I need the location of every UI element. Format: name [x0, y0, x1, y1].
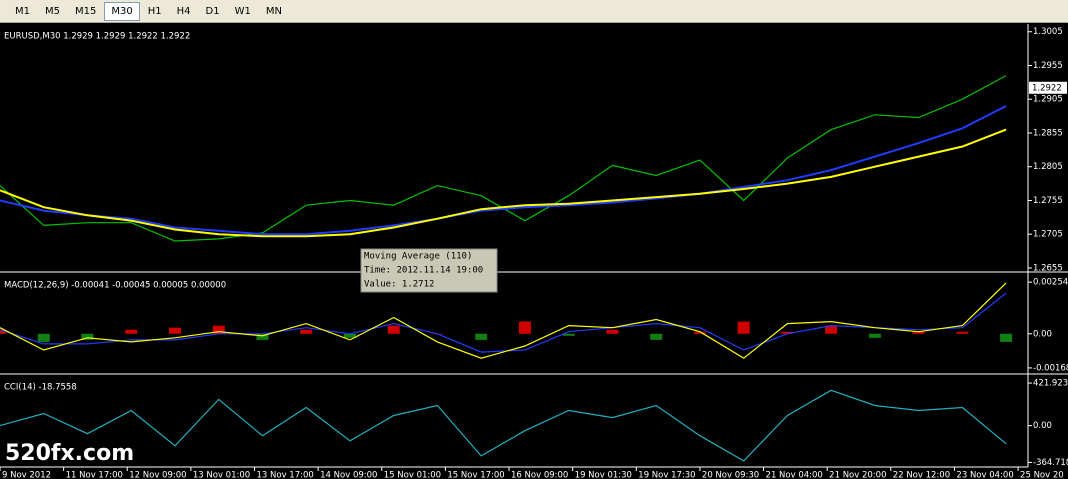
- tooltip-line: Moving Average (110): [364, 252, 472, 262]
- x-tick-label: 15 Nov 17:00: [447, 471, 504, 479]
- y-tick-label: 1.2705: [1033, 230, 1063, 240]
- histogram-bar: [37, 333, 50, 342]
- y-tick-label: -0.00168: [1033, 363, 1068, 373]
- indicator-label: CCI(14) -18.7558: [4, 383, 77, 393]
- indicator-label: EURUSD,M30 1.2929 1.2929 1.2922 1.2922: [4, 32, 190, 42]
- timeframe-button[interactable]: W1: [234, 5, 251, 17]
- histogram-bar: [781, 331, 794, 334]
- histogram-bar: [125, 329, 138, 334]
- last-price-box: [1029, 81, 1067, 94]
- histogram-bar: [256, 333, 269, 340]
- series-line: [0, 282, 1007, 359]
- y-tick-label: 1.2955: [1033, 61, 1063, 71]
- watermark: 520fx.com: [5, 441, 134, 466]
- y-tick-label: 0.00: [1033, 329, 1052, 339]
- histogram-bar: [562, 333, 575, 336]
- y-tick-label: 1.2855: [1033, 128, 1063, 138]
- indicator-label: MACD(12,26,9) -0.00041 -0.00045 0.00005 …: [4, 281, 226, 291]
- y-tick-label: 1.3005: [1033, 27, 1063, 37]
- y-tick-label: 1.2655: [1033, 263, 1063, 273]
- histogram-bar: [343, 333, 356, 338]
- x-tick-label: 21 Nov 20:00: [829, 471, 886, 479]
- x-tick-label: 16 Nov 09:00: [511, 471, 568, 479]
- y-tick-label: 0.00254: [1033, 278, 1068, 288]
- y-tick-label: 421.9231: [1033, 379, 1068, 389]
- histogram-bar: [737, 321, 750, 334]
- x-tick-label: 19 Nov 01:30: [575, 471, 632, 479]
- tooltip-line: Time: 2012.11.14 19:00: [364, 266, 483, 276]
- histogram-bar: [868, 333, 881, 338]
- histogram-bar: [81, 333, 94, 340]
- series-line: [0, 292, 1007, 353]
- x-tick-label: 13 Nov 17:00: [257, 471, 314, 479]
- x-tick-label: 12 Nov 09:00: [129, 471, 186, 479]
- chart-window: EURUSD,M30 1.2929 1.2929 1.2922 1.2922 1.…: [0, 24, 1068, 479]
- y-tick-label: 1.2755: [1033, 196, 1063, 206]
- histogram-bar: [168, 327, 181, 334]
- x-tick-label: 13 Nov 01:00: [193, 471, 250, 479]
- histogram-bar: [475, 333, 488, 340]
- timeframe-button[interactable]: D1: [205, 5, 220, 17]
- tooltip-line: Value: 1.2712: [364, 280, 434, 290]
- x-tick-label: 9 Nov 2012: [2, 471, 51, 479]
- histogram-bar: [387, 325, 400, 334]
- x-tick-label: 15 Nov 01:00: [384, 471, 441, 479]
- histogram-bar: [825, 325, 838, 334]
- timeframe-button[interactable]: M15: [75, 5, 97, 17]
- y-tick-label: -364.718: [1033, 458, 1068, 468]
- histogram-bar: [912, 331, 925, 334]
- background: [0, 24, 1068, 479]
- y-tick-label: 0.00: [1033, 421, 1052, 431]
- histogram-bar: [606, 329, 619, 334]
- histogram-bar: [212, 325, 225, 334]
- histogram-bar: [300, 329, 313, 334]
- series-line: [0, 128, 1007, 238]
- timeframe-button[interactable]: M5: [45, 5, 60, 17]
- timeframe-button[interactable]: M30: [104, 1, 140, 21]
- histogram-bar: [0, 329, 6, 334]
- x-tick-label: 14 Nov 09:00: [320, 471, 377, 479]
- x-tick-label: 21 Nov 04:00: [766, 471, 823, 479]
- histogram-bar: [956, 331, 969, 334]
- histogram-bar: [650, 333, 663, 340]
- series-line: [0, 389, 1007, 462]
- timeframe-button[interactable]: H1: [147, 5, 162, 17]
- histogram-bar: [693, 331, 706, 334]
- timeframe-button[interactable]: H4: [176, 5, 191, 17]
- timeframe-button[interactable]: M1: [15, 5, 30, 17]
- x-tick-label: 11 Nov 17:00: [66, 471, 123, 479]
- x-tick-label: 22 Nov 12:00: [893, 471, 950, 479]
- x-tick-label: 23 Nov 04:00: [956, 471, 1013, 479]
- y-tick-label: 1.2805: [1033, 162, 1063, 172]
- y-tick-label: 1.2905: [1033, 95, 1063, 105]
- x-tick-label: 19 Nov 17:30: [638, 471, 695, 479]
- last-price-label: 1.2922: [1032, 83, 1062, 93]
- histogram-bar: [518, 321, 531, 334]
- tooltip-box: [360, 248, 498, 293]
- tooltip: Moving Average (110) Time: 2012.11.14 19:…: [360, 248, 498, 293]
- timeframe-toolbar: M1 M5 M15 M30 H1 H4 D1 W1 MN: [0, 0, 1068, 23]
- timeframe-button[interactable]: MN: [265, 5, 282, 17]
- histogram-bar: [1000, 333, 1013, 342]
- x-tick-label: 20 Nov 09:30: [702, 471, 759, 479]
- x-tick-label: 25 Nov 20: [1020, 471, 1064, 479]
- series-line: [0, 105, 1007, 236]
